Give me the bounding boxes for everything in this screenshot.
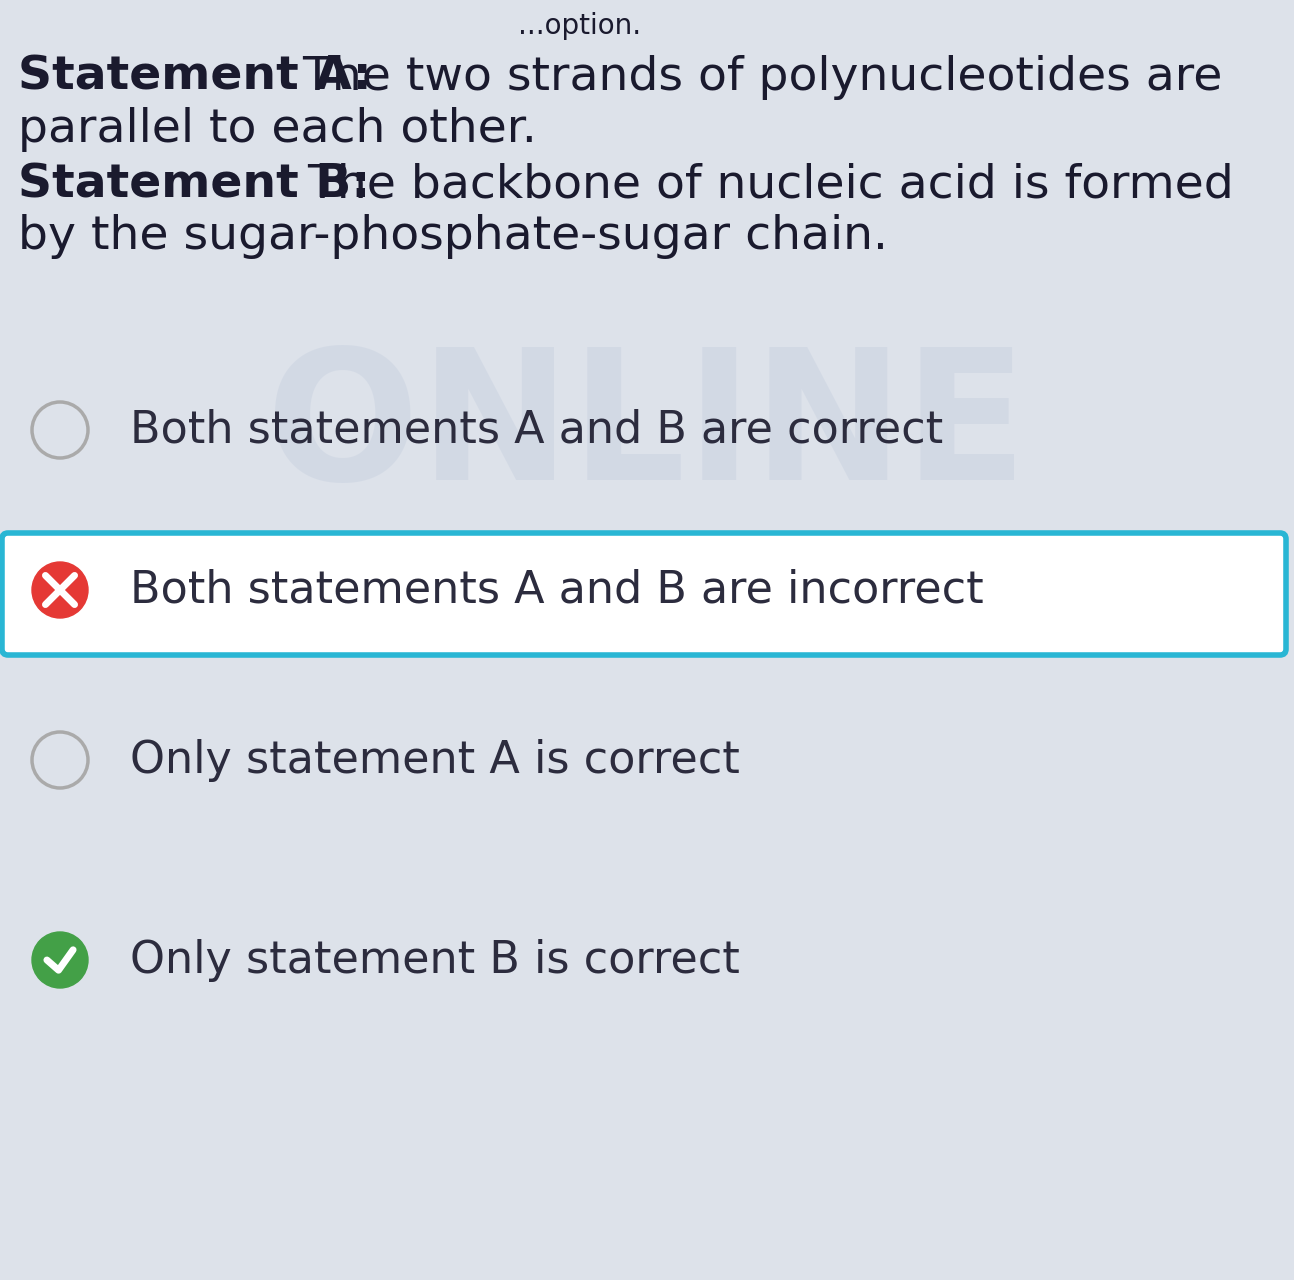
- Text: ...option.: ...option.: [519, 12, 642, 40]
- Text: Statement B:: Statement B:: [18, 163, 370, 207]
- Circle shape: [32, 732, 88, 788]
- Text: Both statements A and B are correct: Both statements A and B are correct: [129, 408, 943, 452]
- FancyBboxPatch shape: [3, 532, 1286, 655]
- Text: Only statement B is correct: Only statement B is correct: [129, 938, 740, 982]
- Text: parallel to each other.: parallel to each other.: [18, 108, 537, 152]
- Text: Only statement A is correct: Only statement A is correct: [129, 739, 740, 782]
- Circle shape: [32, 932, 88, 988]
- Text: The backbone of nucleic acid is formed: The backbone of nucleic acid is formed: [292, 163, 1233, 207]
- Text: Both statements A and B are incorrect: Both statements A and B are incorrect: [129, 568, 983, 612]
- Text: The two strands of polynucleotides are: The two strands of polynucleotides are: [289, 55, 1223, 100]
- Text: ONLINE: ONLINE: [267, 342, 1027, 518]
- Text: by the sugar-phosphate-sugar chain.: by the sugar-phosphate-sugar chain.: [18, 214, 888, 259]
- Text: Statement A:: Statement A:: [18, 55, 371, 100]
- Circle shape: [32, 562, 88, 618]
- Circle shape: [32, 402, 88, 458]
